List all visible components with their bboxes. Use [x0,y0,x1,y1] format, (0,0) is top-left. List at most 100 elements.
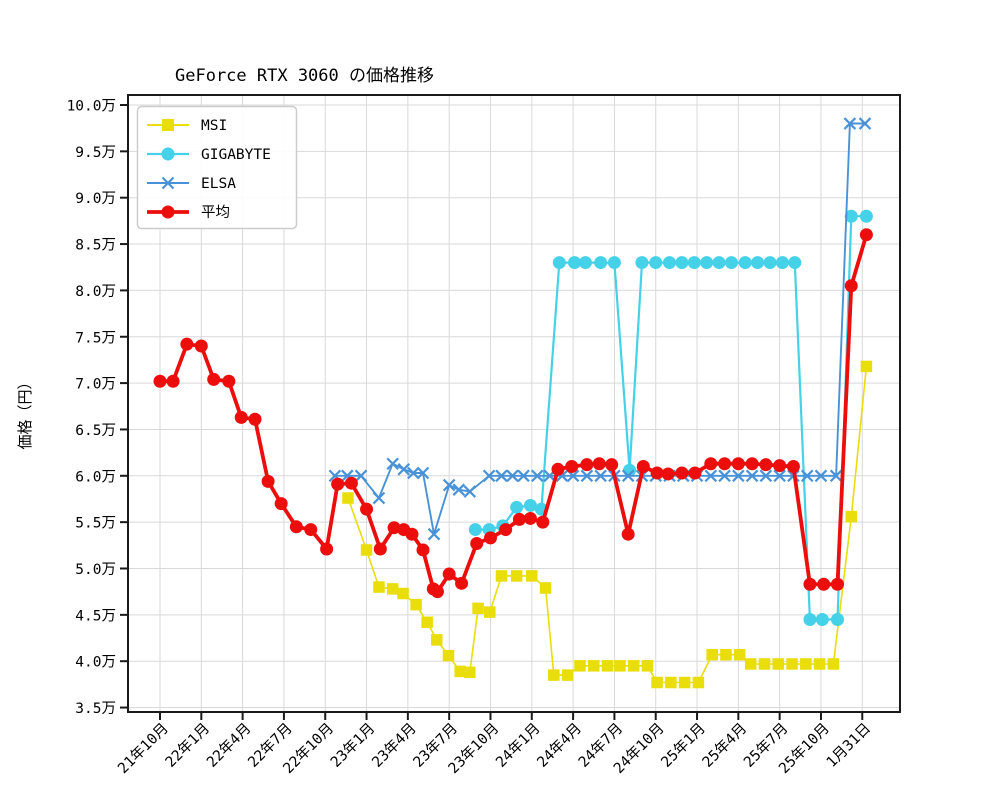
marker-circle [844,279,858,293]
marker-circle [248,412,262,426]
marker-square [860,360,873,373]
marker-x [829,469,843,483]
marker-x [354,469,368,483]
marker-circle [635,256,649,270]
marker-square [410,598,422,611]
marker-square [464,666,476,679]
average-circle-marker-icon [161,205,175,219]
y-tick-label: 8.5万 [75,238,116,254]
marker-square [706,648,718,661]
marker-circle [688,466,702,480]
marker-square [601,660,614,672]
marker-x [372,491,386,505]
x-tick-label: 25年1月 [658,720,709,771]
marker-circle [207,372,221,386]
elsa-x-marker-icon [161,176,175,190]
series-GIGABYTE [468,209,873,626]
marker-circle [718,457,732,471]
marker-x [759,469,773,483]
marker-circle [274,497,288,511]
marker-square [786,658,798,670]
marker-square [588,660,600,672]
marker-circle [331,477,345,491]
marker-circle [442,567,456,581]
series-平均 [153,228,873,599]
msi-square-marker-icon [162,119,174,131]
y-tick-label: 7.0万 [75,377,116,393]
marker-circle [775,256,789,270]
marker-square [454,665,466,678]
legend-item-average: 平均 [147,204,230,221]
marker-square [373,581,385,593]
legend-item-elsa: ELSA [147,176,236,192]
marker-circle [510,500,524,514]
marker-circle [745,457,759,471]
marker-circle [636,460,650,474]
marker-square [539,582,552,594]
marker-circle [523,511,537,525]
marker-x [580,469,594,483]
y-tick-label: 9.5万 [75,145,116,161]
marker-circle [344,476,358,490]
x-tick-label: 24年1月 [493,720,544,771]
marker-square [665,676,677,689]
marker-square [510,570,523,582]
y-tick-label: 4.0万 [75,655,116,671]
marker-circle [662,256,676,270]
marker-x [858,117,872,130]
x-tick-label: 1月31日 [824,721,874,771]
marker-x [495,469,508,483]
series-line-MSI [347,365,868,684]
series-line-平均 [158,232,869,594]
marker-x [517,469,530,483]
marker-circle [731,457,745,471]
marker-circle [786,460,800,474]
marker-square [772,658,785,670]
x-tick-label: 25年4月 [699,720,750,771]
legend: MSI GIGABYTE ELSA 平均 [136,105,298,230]
marker-circle [759,458,773,472]
marker-square [561,669,574,681]
marker-circle [661,467,675,481]
marker-x [463,485,477,498]
marker-circle [387,521,401,535]
marker-circle [552,256,566,270]
legend-label-average: 平均 [201,204,230,221]
marker-circle [594,256,608,270]
marker-circle [675,466,689,480]
y-tick-label: 6.5万 [75,423,116,439]
marker-circle [803,612,817,626]
x-tick-label: 24年4月 [534,720,585,771]
series-lines [153,117,873,689]
marker-circle [592,457,606,471]
marker-square [397,587,409,600]
y-tick-label: 10.0万 [67,99,116,115]
marker-circle [468,523,482,537]
marker-circle [580,458,594,472]
marker-square [526,570,538,582]
x-tick-label: 23年1月 [327,720,378,771]
marker-x [800,469,814,483]
plot-frame [127,94,901,713]
marker-circle [650,466,664,480]
marker-square [442,649,455,662]
marker-x [773,469,786,483]
series-ELSA [328,117,872,541]
marker-circle [704,457,718,471]
legend-label-msi: MSI [201,118,227,134]
marker-circle [565,460,579,474]
y-axis-label: 価格（円） [16,374,34,449]
marker-circle [817,577,831,591]
marker-circle [763,256,777,270]
marker-x [814,469,828,483]
y-tick-label: 5.0万 [75,562,116,578]
marker-square [495,570,508,582]
marker-circle [536,515,550,529]
marker-circle [687,256,701,270]
marker-circle [830,612,844,626]
marker-circle [523,498,537,512]
marker-circle [234,410,248,424]
marker-circle [578,256,592,270]
